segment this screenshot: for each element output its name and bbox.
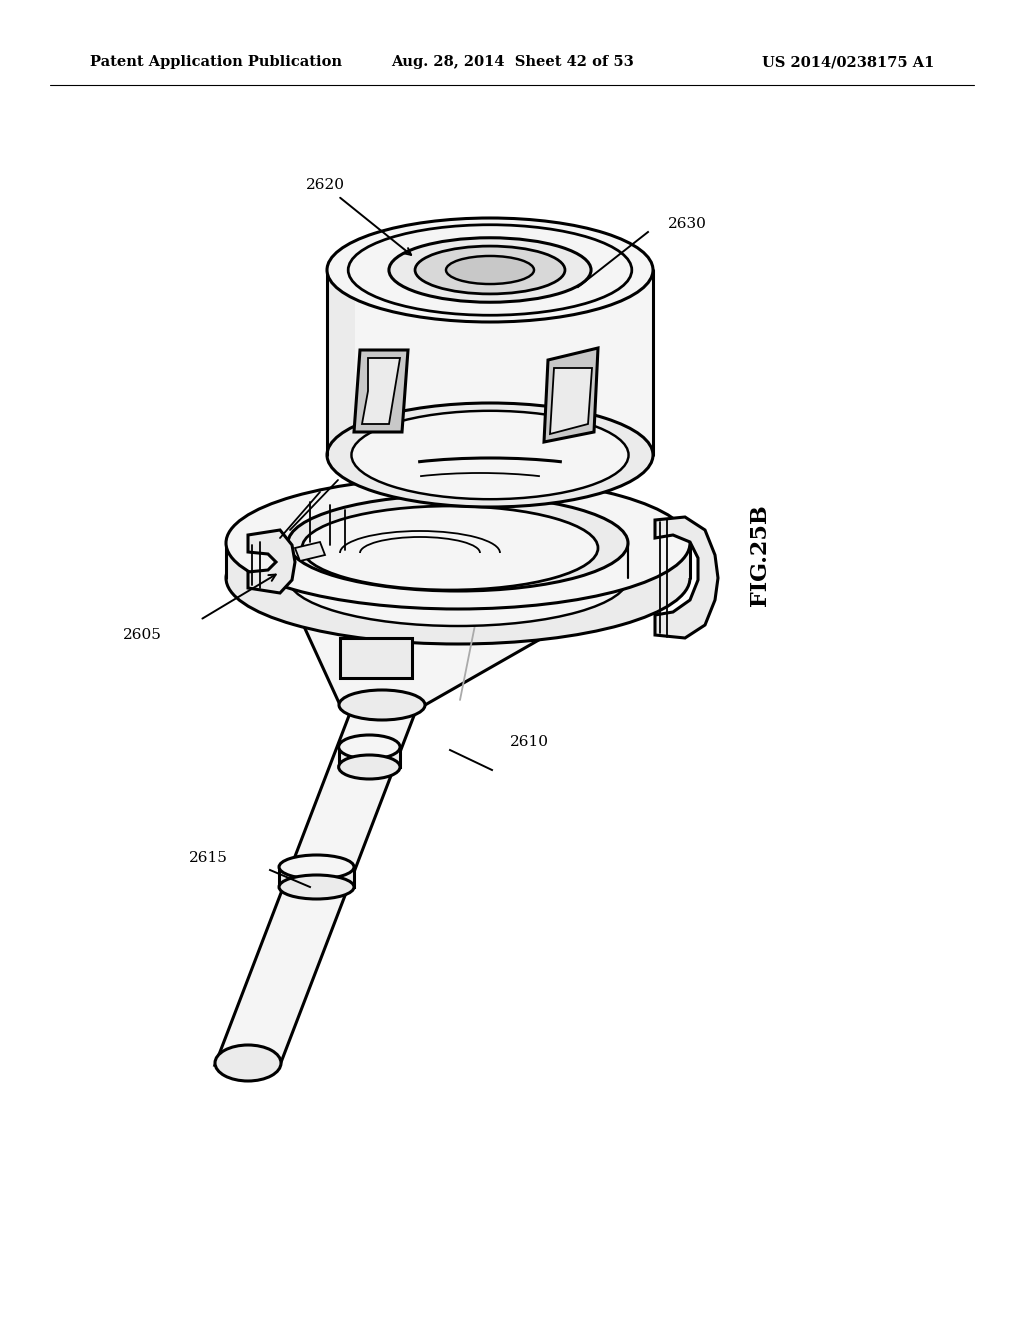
Ellipse shape [389, 238, 591, 302]
Ellipse shape [215, 1045, 281, 1081]
Ellipse shape [446, 256, 534, 284]
Ellipse shape [302, 506, 598, 590]
Text: 2630: 2630 [668, 216, 707, 231]
Text: Patent Application Publication: Patent Application Publication [90, 55, 342, 69]
Ellipse shape [351, 411, 629, 499]
Polygon shape [327, 271, 653, 455]
Polygon shape [362, 358, 400, 424]
Text: 2610: 2610 [510, 735, 549, 748]
Polygon shape [628, 543, 690, 578]
Polygon shape [226, 543, 288, 578]
Ellipse shape [348, 224, 632, 315]
Text: 2615: 2615 [189, 851, 228, 865]
Polygon shape [248, 531, 295, 593]
Polygon shape [215, 700, 420, 1065]
Ellipse shape [226, 512, 690, 644]
Polygon shape [327, 271, 355, 455]
Polygon shape [339, 747, 400, 767]
Text: 2605: 2605 [123, 628, 162, 642]
Ellipse shape [415, 246, 565, 294]
Polygon shape [285, 585, 635, 705]
Ellipse shape [339, 735, 400, 759]
Polygon shape [340, 638, 412, 678]
Polygon shape [655, 517, 718, 638]
Polygon shape [280, 867, 354, 887]
Text: FIG.25B: FIG.25B [749, 504, 771, 606]
Polygon shape [295, 543, 325, 561]
Text: US 2014/0238175 A1: US 2014/0238175 A1 [762, 55, 934, 69]
Polygon shape [354, 350, 408, 432]
Ellipse shape [339, 690, 425, 719]
Polygon shape [544, 348, 598, 442]
Ellipse shape [280, 855, 354, 879]
Ellipse shape [226, 477, 690, 609]
Polygon shape [550, 368, 592, 434]
Ellipse shape [288, 531, 628, 626]
Text: 2620: 2620 [305, 178, 344, 191]
Ellipse shape [327, 218, 653, 322]
Ellipse shape [280, 875, 354, 899]
Ellipse shape [339, 755, 400, 779]
Ellipse shape [327, 403, 653, 507]
Ellipse shape [288, 495, 628, 591]
Text: Aug. 28, 2014  Sheet 42 of 53: Aug. 28, 2014 Sheet 42 of 53 [390, 55, 634, 69]
